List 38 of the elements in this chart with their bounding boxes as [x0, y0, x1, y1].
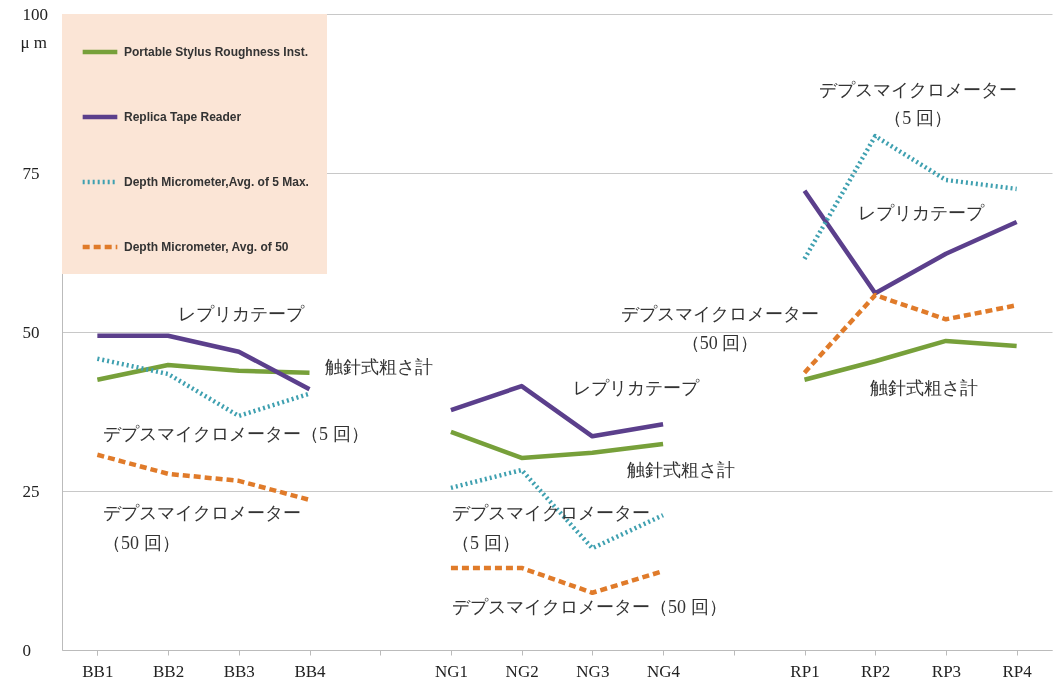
x-tick-label: RP2: [861, 661, 891, 681]
annotation: 触針式粗さ計: [870, 378, 978, 398]
x-tick-label: NG1: [434, 661, 468, 681]
x-tick-label: RP3: [931, 661, 962, 681]
annotation: デプスマイクロメーター（5 回）: [103, 424, 369, 444]
x-tick-label: BB1: [82, 661, 114, 681]
annotation: デプスマイクロメーター: [819, 80, 1017, 100]
x-tick-label: BB3: [223, 661, 255, 681]
annotation: デプスマイクロメーター: [621, 304, 819, 324]
annotation: （50 回）: [103, 533, 180, 553]
y-tick-label: 100: [22, 4, 48, 24]
y-tick-label: 75: [22, 163, 40, 183]
y-tick-label: 50: [22, 322, 40, 342]
x-tick-label: NG3: [576, 661, 610, 681]
legend-label: Replica Tape Reader: [124, 110, 242, 124]
y-axis-title: μ m: [20, 32, 48, 52]
x-tick-label: NG2: [505, 661, 539, 681]
annotation: デプスマイクロメーター: [103, 503, 301, 523]
annotation: （5 回）: [452, 533, 520, 553]
legend-label: Depth Micrometer, Avg. of 50: [124, 240, 289, 254]
annotation: レプリカテープ: [858, 203, 985, 223]
annotation: （50 回）: [681, 333, 759, 353]
annotation: レプリカテープ: [178, 304, 305, 324]
legend-label: Portable Stylus Roughness Inst.: [124, 45, 309, 59]
annotation: 触針式粗さ計: [627, 460, 735, 480]
x-tick-label: RP1: [790, 661, 820, 681]
x-tick-label: RP4: [1002, 661, 1033, 681]
x-tick-label: BB2: [152, 661, 185, 681]
x-tick-label: BB4: [294, 661, 327, 681]
x-tick-label: NG4: [647, 661, 681, 681]
y-tick-label: 25: [22, 481, 40, 501]
annotation: デプスマイクロメーター: [452, 503, 650, 523]
annotation: レプリカテープ: [573, 378, 700, 398]
annotation: 触針式粗さ計: [325, 357, 433, 377]
annotation: デプスマイクロメーター（50 回）: [452, 597, 727, 617]
y-tick-label: 0: [22, 640, 31, 660]
annotation: （5 回）: [884, 108, 952, 128]
legend-label: Depth Micrometer,Avg. of 5 Max.: [124, 175, 309, 189]
